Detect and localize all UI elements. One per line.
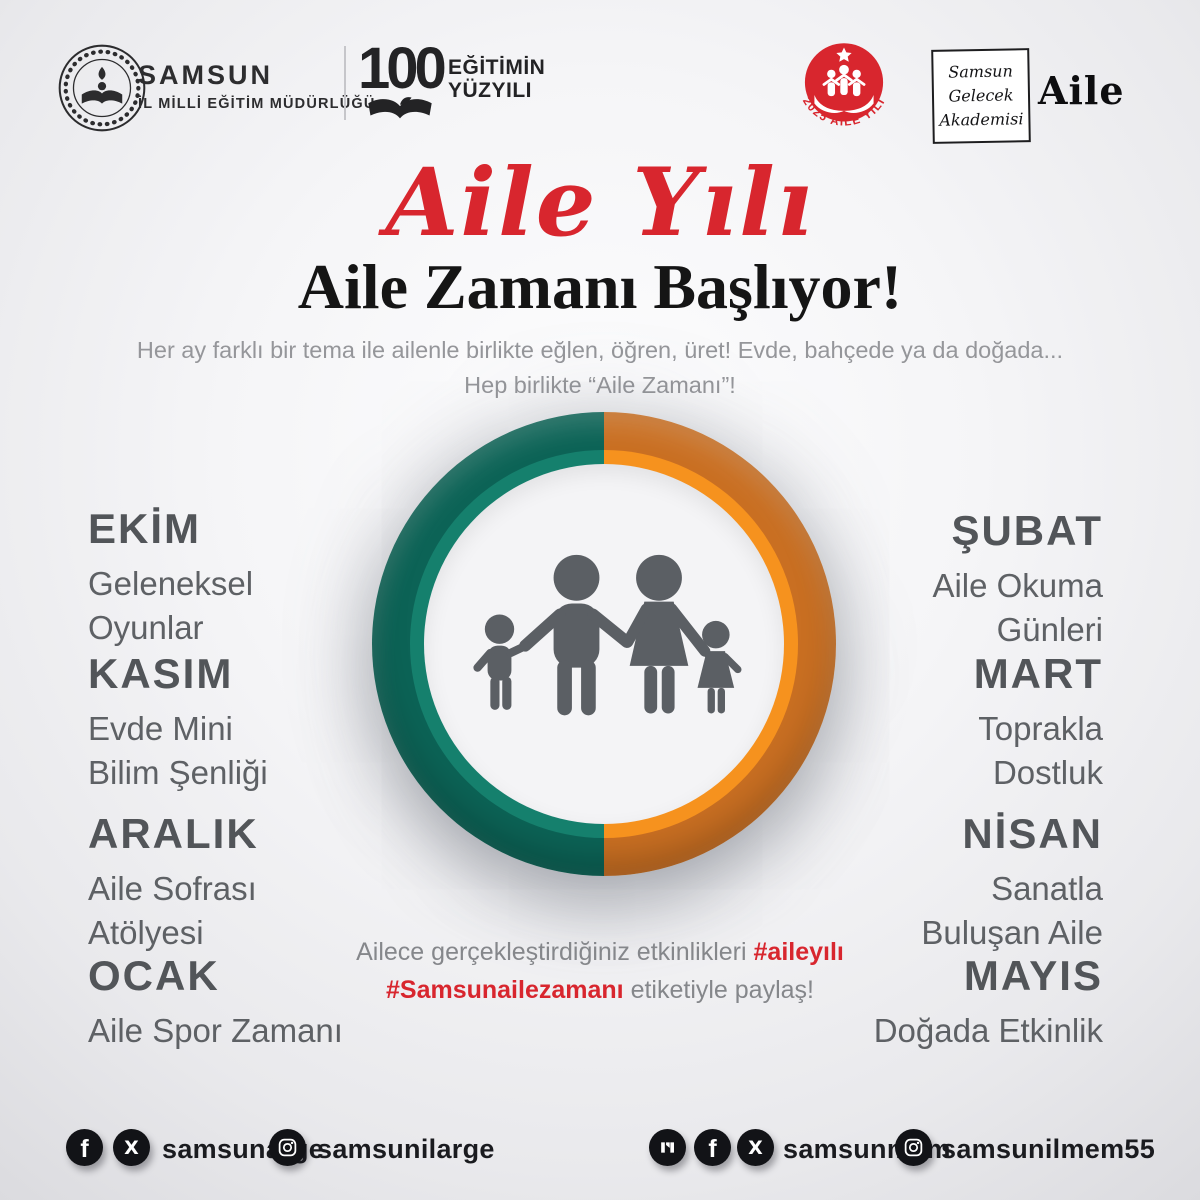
x-twitter-icon: X — [113, 1129, 150, 1166]
open-book-icon — [368, 97, 432, 119]
month-ocak: OCAK — [88, 952, 220, 999]
activity-nisan-line2: Buluşan Aile — [921, 913, 1103, 951]
hashtag-line2: #Samsunailezamanı etiketiyle paylaş! — [0, 972, 1200, 1010]
activity-aralik: Aile Sofrası Atölyesi — [88, 867, 257, 954]
instagram-icon — [895, 1129, 932, 1166]
month-mayis: MAYIS — [963, 952, 1103, 999]
hashtag-line1: Ailece gerçekleştirdiğiniz etkinlikleri … — [0, 934, 1200, 972]
month-subat: ŞUBAT — [951, 507, 1103, 554]
hashtag-suffix: etiketiyle paylaş! — [623, 975, 814, 1004]
activity-mart: Toprakla Dostluk — [978, 707, 1103, 794]
activity-ocak: Aile Spor Zamanı — [88, 1009, 343, 1053]
subtitle: Her ay farklı bir tema ile ailenle birli… — [0, 333, 1200, 404]
subtitle-line2: Hep birlikte “Aile Zamanı”! — [464, 372, 736, 399]
ministry-name: SAMSUN İL MİLLİ EĞİTİM MÜDÜRLÜĞÜ — [138, 60, 376, 112]
family-icon — [473, 555, 742, 716]
activity-mayis-line1: Doğada Etkinlik — [873, 1012, 1103, 1049]
century-label-line1: EĞİTİMİN — [448, 56, 546, 79]
century-of-education-logo: 100 — [358, 36, 447, 122]
hashtag-samsunailezamani: #Samsunailezamanı — [386, 975, 624, 1004]
month-mart: MART — [973, 650, 1103, 697]
activity-nisan-line1: Sanatla — [991, 870, 1103, 907]
activity-kasim-line1: Evde Mini — [88, 710, 233, 747]
instagram-icon — [269, 1129, 306, 1166]
month-kasim: KASIM — [88, 650, 234, 697]
century-number: 100 — [358, 36, 447, 101]
ministry-name-city: SAMSUN — [138, 60, 274, 90]
activity-mart-line2: Dostluk — [992, 753, 1103, 791]
facebook-icon: f — [694, 1129, 731, 1166]
hashtag-note: Ailece gerçekleştirdiğiniz etkinlikleri … — [0, 934, 1200, 1009]
activity-mart-line1: Toprakla — [978, 710, 1103, 747]
activity-aralik-line1: Aile Sofrası — [88, 870, 257, 907]
century-of-education-label: EĞİTİMİN YÜZYILI — [448, 56, 545, 102]
activity-kasim: Evde Mini Bilim Şenliği — [88, 707, 268, 794]
footer-handle-samsunilmem55: samsunilmem55 — [941, 1134, 1156, 1164]
hashtag-aileyili: #aileyılı — [753, 938, 844, 966]
activity-ekim-line1: Geleneksel — [88, 565, 254, 602]
ministry-name-directorate: İL MİLLİ EĞİTİM MÜDÜRLÜĞÜ — [138, 96, 376, 112]
nsosyal-icon — [649, 1129, 686, 1166]
ministry-seal-icon — [58, 44, 146, 132]
activity-ekim: Geleneksel Oyunlar — [88, 562, 253, 649]
aile-wordmark: Aile — [1038, 68, 1125, 113]
activity-ekim-line2: Oyunlar — [88, 608, 204, 646]
academy-line3: Akademisi — [939, 109, 1024, 130]
samsun-future-academy-badge: Samsun Gelecek Akademisi — [931, 48, 1031, 144]
activity-mayis: Doğada Etkinlik — [874, 1009, 1103, 1053]
facebook-icon: f — [66, 1129, 103, 1166]
activity-subat: Aile Okuma Günleri — [932, 564, 1103, 651]
subtitle-line1: Her ay farklı bir tema ile ailenle birli… — [136, 337, 1064, 363]
century-label-line2: YÜZYILI — [448, 79, 533, 103]
month-nisan: NİSAN — [962, 810, 1103, 857]
month-ekim: EKİM — [88, 505, 201, 552]
month-aralik: ARALIK — [88, 810, 259, 857]
academy-line2: Gelecek — [948, 85, 1014, 106]
academy-line1: Samsun — [948, 61, 1013, 82]
header-divider — [344, 46, 346, 120]
activity-subat-line1: Aile Okuma — [932, 567, 1103, 604]
ring-center — [424, 464, 784, 824]
activity-nisan: Sanatla Buluşan Aile — [921, 867, 1103, 954]
x-twitter-icon: X — [737, 1129, 774, 1166]
family-time-ring — [372, 412, 836, 876]
activity-kasim-line2: Bilim Şenliği — [88, 753, 268, 791]
hashtag-prefix: Ailece gerçekleştirdiğiniz etkinlikleri — [356, 938, 754, 966]
family-year-2025-badge: 2025 AİLE YILI — [800, 43, 886, 129]
activity-aralik-line2: Atölyesi — [88, 913, 204, 951]
footer-handle-samsunilarge: samsunilarge — [317, 1134, 495, 1164]
activity-ocak-line1: Aile Spor Zamanı — [88, 1012, 343, 1049]
script-title: Aile Yılı — [385, 148, 815, 258]
main-title: Aile Zamanı Başlıyor! — [297, 251, 903, 322]
activity-subat-line2: Günleri — [996, 610, 1103, 648]
